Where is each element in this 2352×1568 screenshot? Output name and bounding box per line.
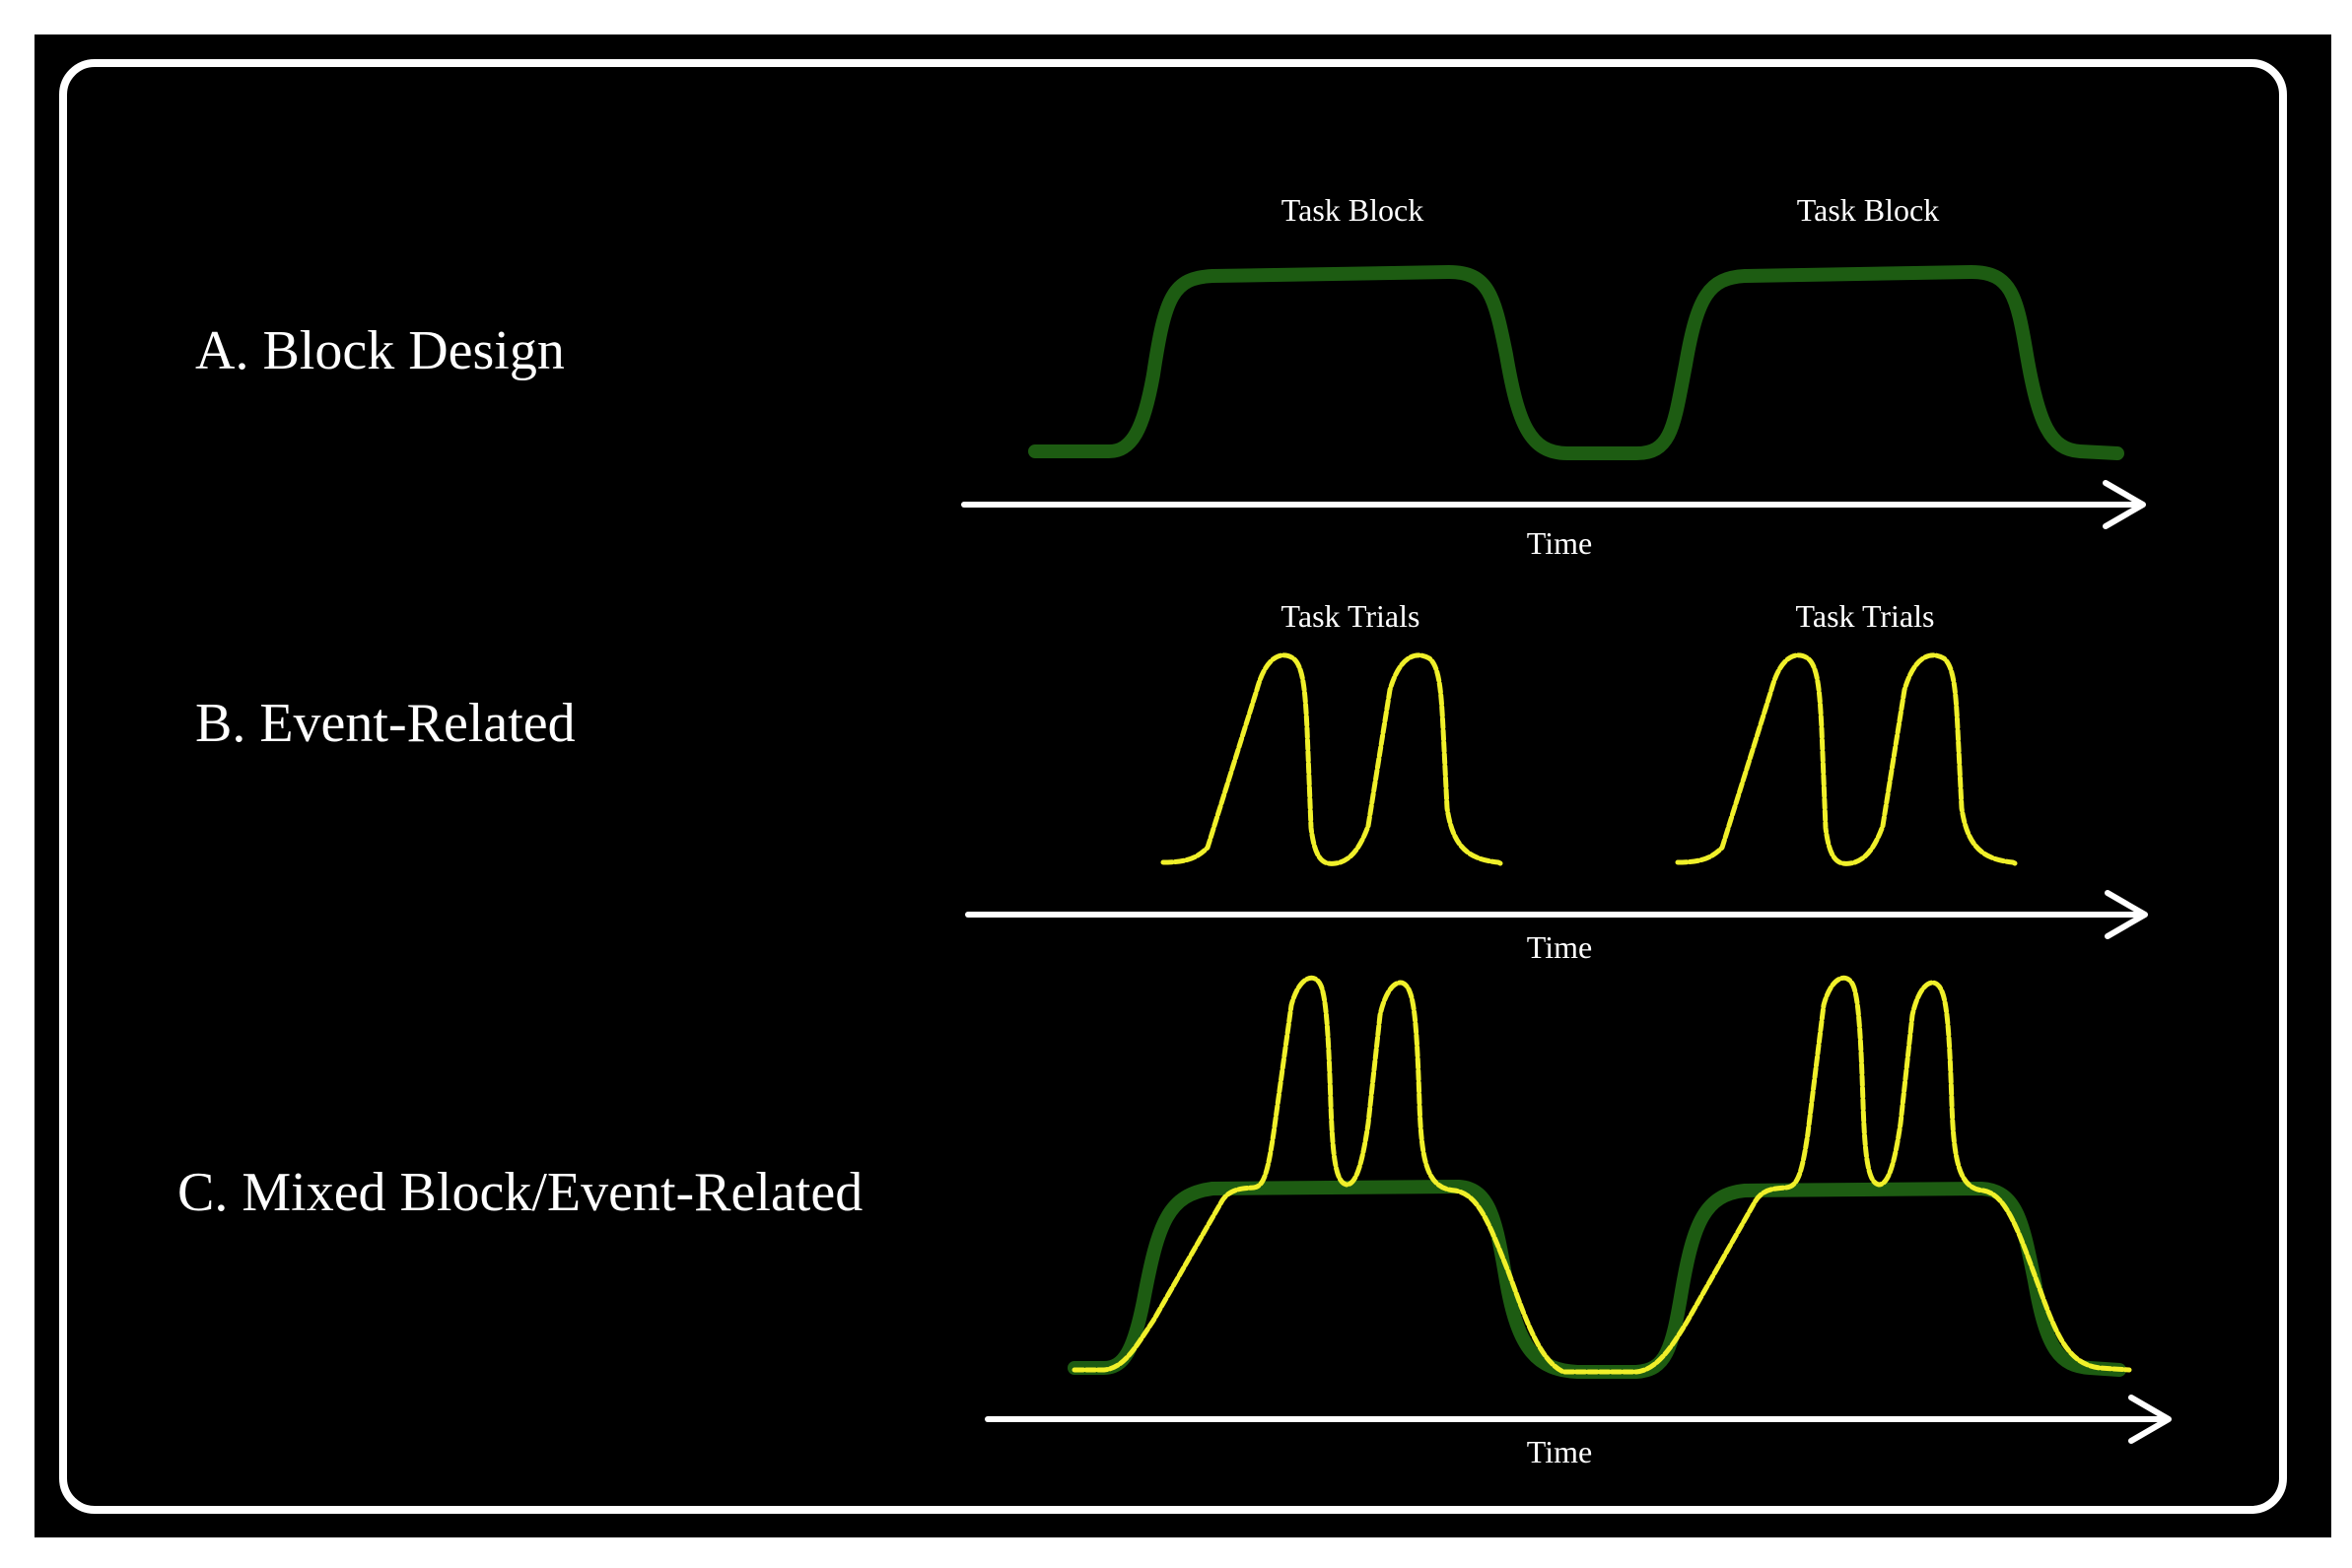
row-c-event-curve bbox=[1072, 975, 2132, 1375]
row-b-axis-label: Time bbox=[1527, 929, 1592, 965]
row-c-label: C. Mixed Block/Event-Related bbox=[177, 1162, 863, 1223]
row-b-event-curve-1 bbox=[1160, 652, 1503, 866]
row-a-label: A. Block Design bbox=[195, 320, 565, 381]
row-a-axis-arrowhead bbox=[2103, 480, 2146, 529]
row-b-task-trials-label-2: Task Trials bbox=[1796, 598, 1935, 634]
figure-frame bbox=[59, 59, 2287, 1514]
row-a-block-design: A. Block Design Task Block Task Block Ti… bbox=[195, 192, 2146, 561]
row-a-time-axis bbox=[961, 480, 2146, 529]
row-c-mixed: C. Mixed Block/Event-Related Time bbox=[177, 975, 2172, 1469]
row-c-time-axis bbox=[985, 1395, 2172, 1444]
row-b-task-trials-label-1: Task Trials bbox=[1281, 598, 1420, 634]
row-a-task-block-label-2: Task Block bbox=[1797, 192, 1939, 228]
row-c-block-curve bbox=[1068, 1180, 2126, 1379]
row-a-task-block-label-1: Task Block bbox=[1281, 192, 1423, 228]
row-a-block-curve bbox=[1028, 265, 2124, 460]
row-a-axis-label: Time bbox=[1527, 525, 1592, 561]
row-b-axis-arrowhead bbox=[2105, 890, 2148, 939]
row-c-axis-label: Time bbox=[1527, 1434, 1592, 1469]
row-b-event-curve-2 bbox=[1675, 652, 2018, 866]
row-b-label: B. Event-Related bbox=[195, 693, 576, 754]
row-c-axis-arrowhead bbox=[2128, 1395, 2172, 1444]
row-b-event-related: B. Event-Related Task Trials Task Trials… bbox=[195, 598, 2148, 965]
row-b-time-axis bbox=[965, 890, 2148, 939]
